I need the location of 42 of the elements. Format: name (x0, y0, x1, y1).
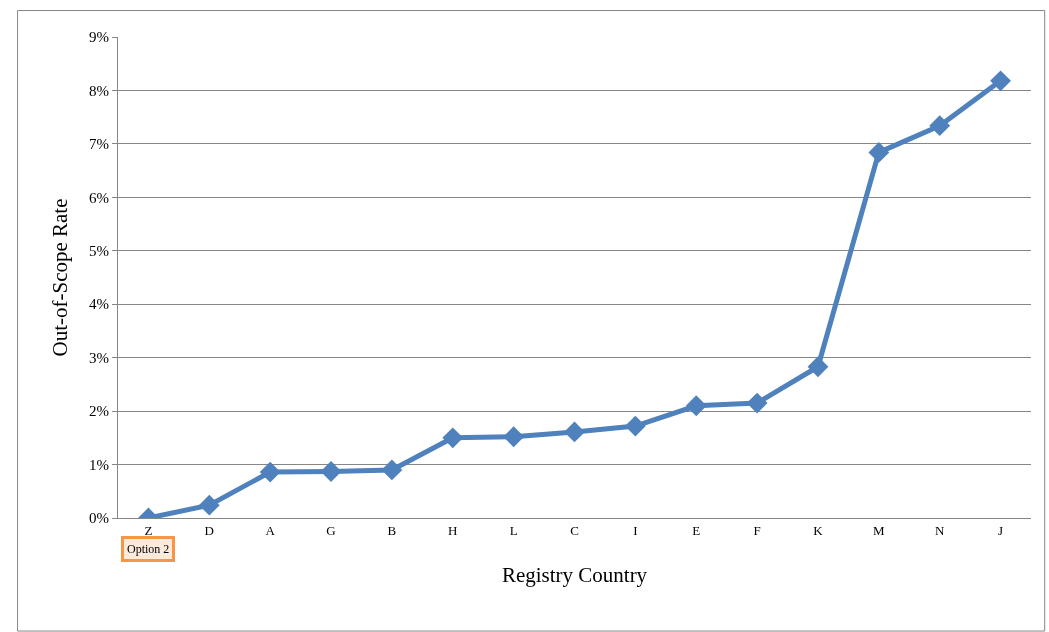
point (685, 395, 707, 417)
point (381, 459, 403, 481)
x-tick-label: J (998, 522, 1004, 538)
y-tick-label: 3% (89, 349, 109, 366)
y-tick-label: 4% (89, 296, 109, 313)
x-tick-label: B (387, 522, 397, 538)
y-tick-label: 8% (89, 82, 109, 99)
x-tick-label: K (813, 522, 824, 538)
y-tick-label: 5% (89, 243, 109, 260)
x-tick-label: L (509, 522, 518, 538)
x-tick-label: F (753, 522, 761, 538)
point (198, 494, 220, 516)
x-tick-label: E (692, 522, 701, 538)
point (442, 427, 464, 449)
y-tick-label: 9% (89, 29, 109, 46)
x-tick-label: C (570, 522, 579, 538)
x-tick-label: M (873, 522, 886, 538)
y-tick-label: 1% (89, 456, 109, 473)
x-tick-label: A (265, 522, 276, 538)
point (929, 115, 951, 137)
point (746, 392, 768, 414)
point (624, 415, 646, 437)
x-tick-label: D (204, 522, 214, 538)
text: Option 2 (127, 542, 170, 556)
x-tick-label: I (633, 522, 638, 538)
point (990, 70, 1011, 92)
y-tick-label: 0% (89, 510, 109, 527)
x-tick-label: Z (144, 522, 153, 538)
point (868, 142, 890, 163)
point (320, 461, 342, 482)
x-axis-title: Registry Country (501, 562, 648, 587)
x-tick-label: N (935, 522, 945, 538)
point (807, 356, 829, 378)
point (259, 461, 281, 483)
point (503, 426, 525, 448)
y-tick-label: 2% (89, 403, 109, 420)
y-tick-label: 6% (89, 189, 109, 206)
x-tick-label: H (448, 522, 458, 538)
y-axis-title: Out-of-Scope Rate (48, 198, 73, 357)
x-tick-label: G (326, 522, 336, 538)
point (564, 421, 585, 443)
y-tick-label: 7% (89, 136, 109, 153)
